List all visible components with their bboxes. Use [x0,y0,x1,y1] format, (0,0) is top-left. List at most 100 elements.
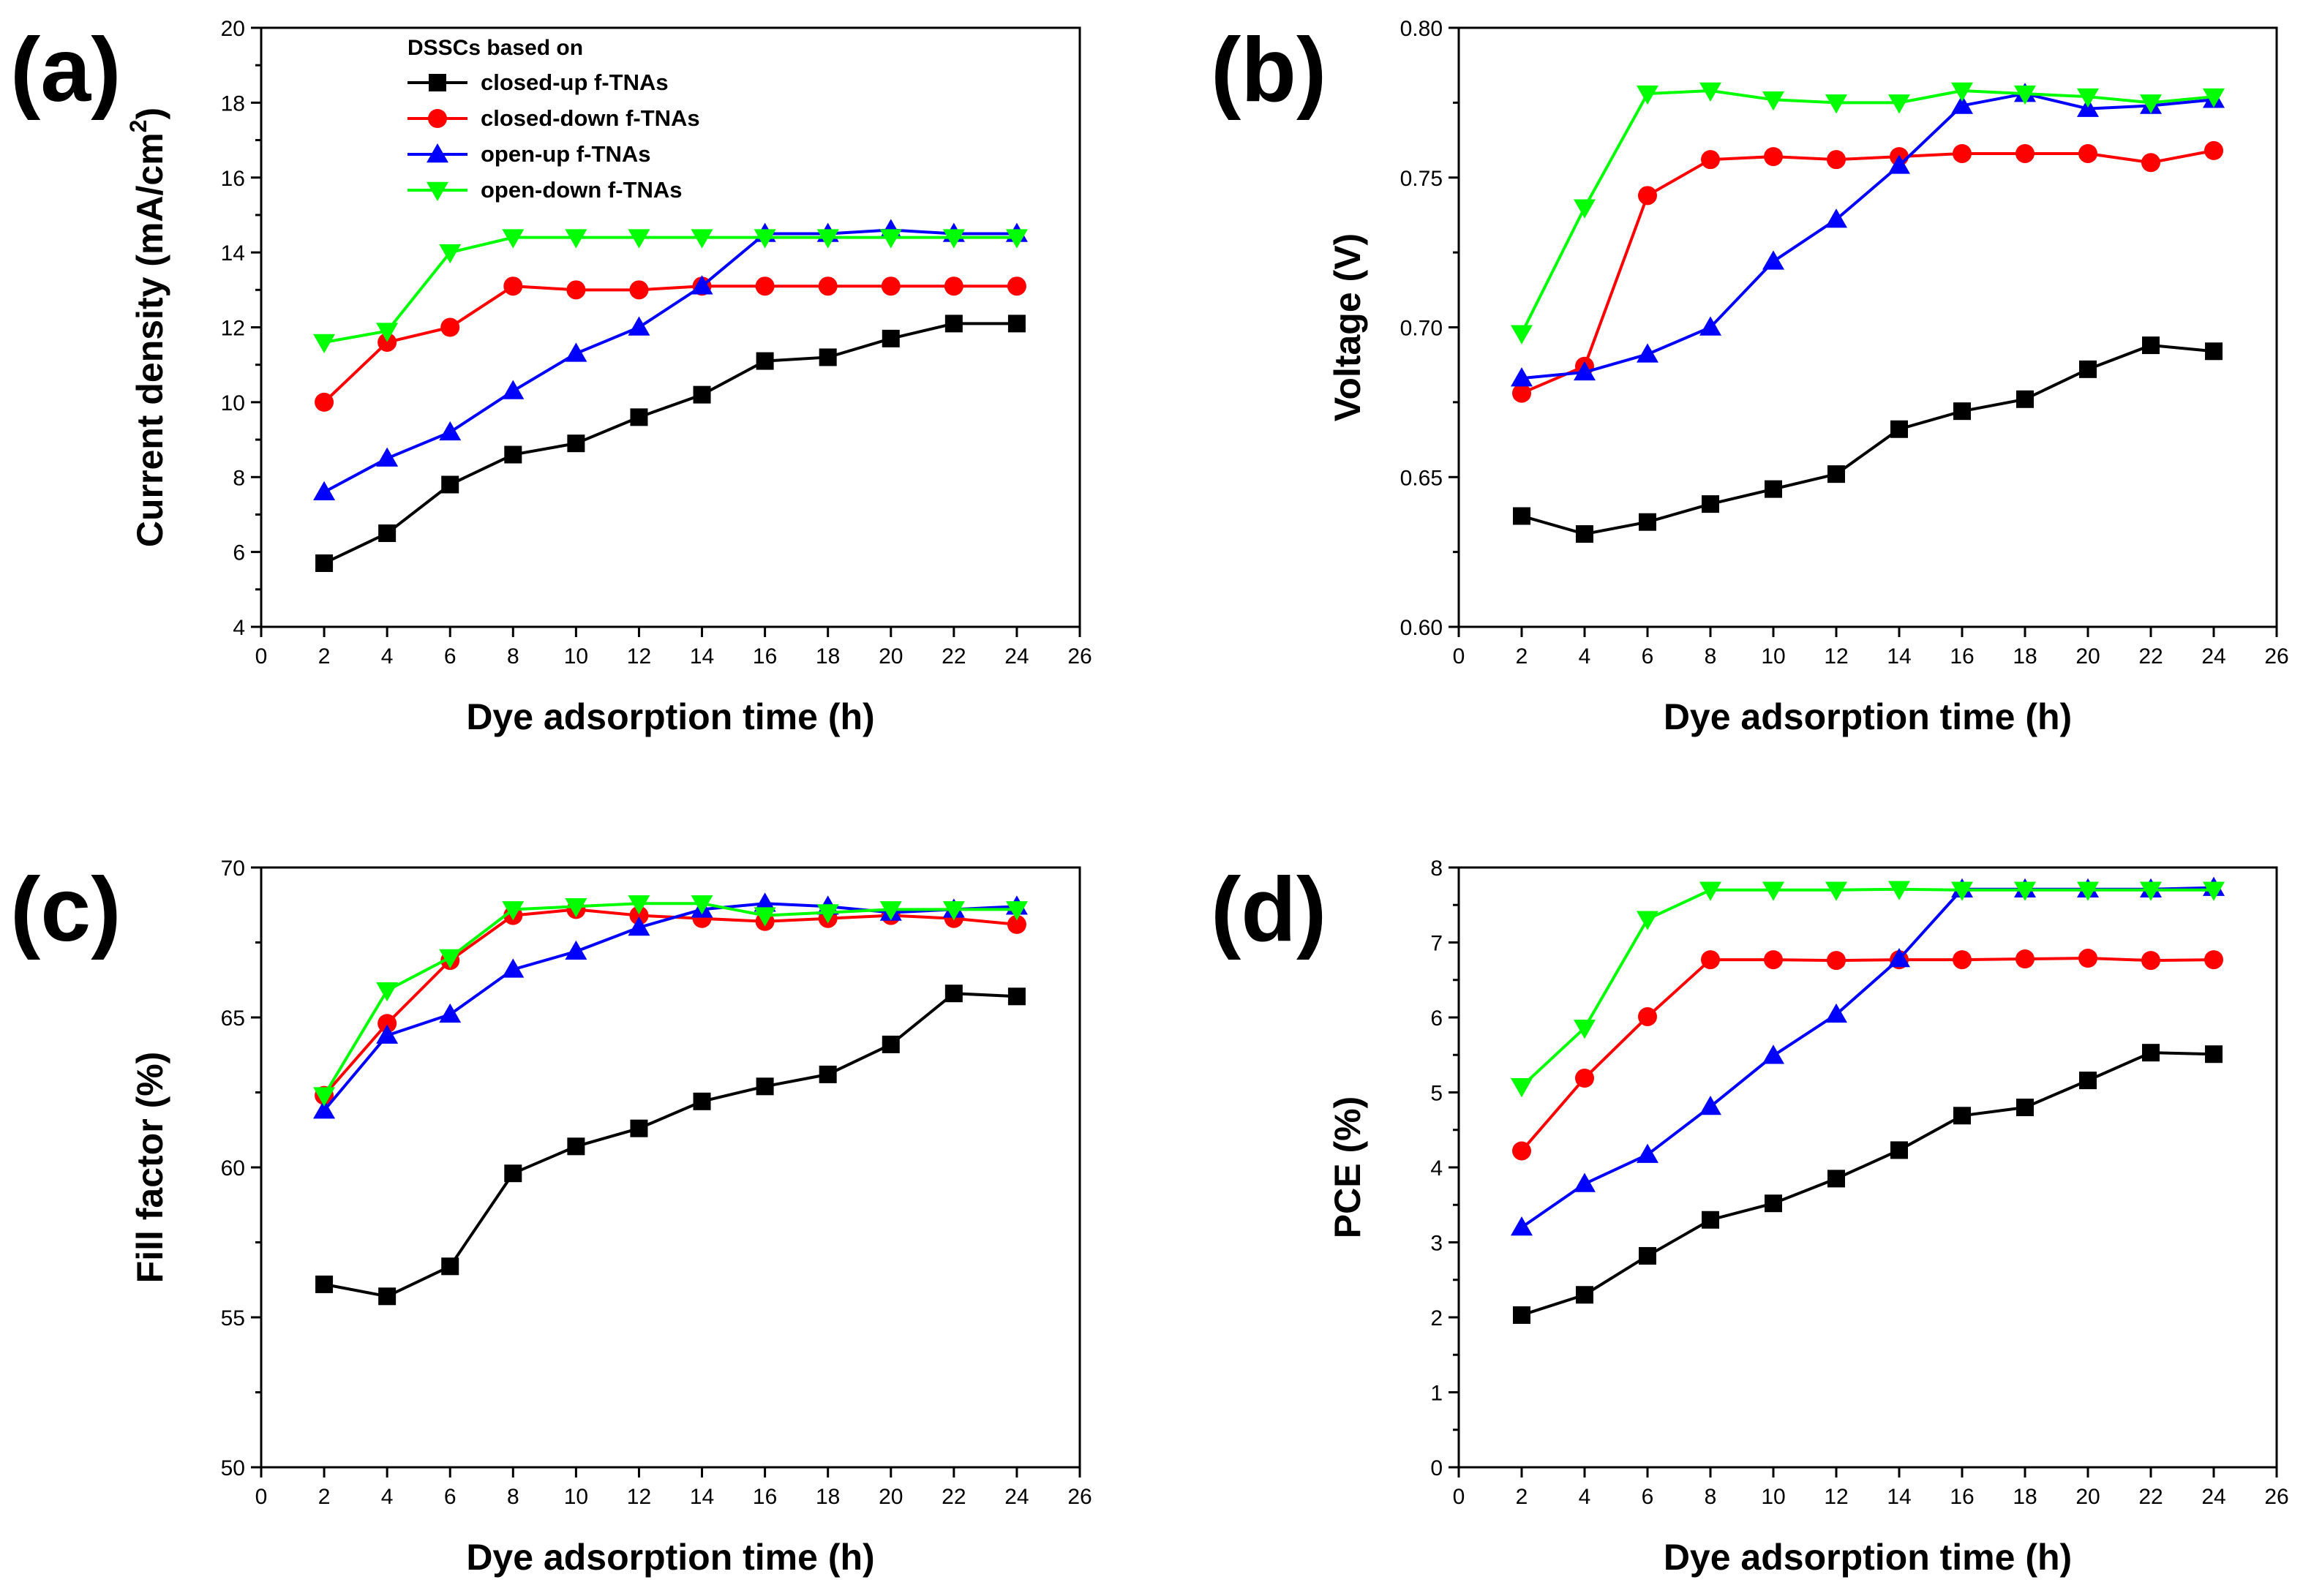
data-point [504,1164,522,1183]
data-point [693,385,711,404]
y-tick-label: 0.80 [1400,17,1443,41]
data-point [2016,1099,2034,1116]
y-tick-label: 6 [233,541,245,565]
data-point [1699,1095,1721,1115]
series-line [1521,344,2214,536]
data-point [1638,186,1657,206]
panel-b: (b)0 2 4 6 8 10 12 14 16 18 20 22 24 260.600.650.700.… [1211,17,2289,737]
x-tick-label: 18 [816,1485,840,1509]
data-point [1005,229,1028,249]
data-point [1637,85,1658,105]
x-tick-label: 6 [1642,1485,1654,1509]
data-point [628,895,650,915]
data-point [944,315,963,333]
data-point [628,229,650,249]
x-tick-label: 24 [2201,644,2225,669]
x-tick-label: 10 [564,1485,588,1509]
data-point [691,275,713,295]
data-point [567,434,585,453]
legend-marker [427,181,448,201]
y-tick-label: 0.65 [1400,466,1443,490]
data-point [2205,342,2223,361]
data-point [315,1275,334,1293]
x-axis-title: Dye adsorption time (h) [466,696,874,737]
data-point [2016,390,2034,408]
panel-label: (a) [10,20,121,121]
x-tick-label: 6 [444,644,457,669]
data-point [1888,154,1910,174]
data-point [2203,881,2225,901]
data-point [1825,1003,1847,1023]
data-point [1951,881,1973,901]
data-point [629,906,649,925]
data-point [567,1137,585,1156]
x-tick-label: 26 [1067,644,1092,669]
x-tick-label: 2 [318,644,331,669]
data-point [1699,881,1721,901]
x-tick-label: 20 [2075,644,2100,669]
x-tick-label: 22 [2138,1485,2163,1509]
data-point [819,348,837,366]
data-point [2078,143,2097,163]
data-point [882,329,900,347]
series-closed-down-f-tnas [315,900,1026,1105]
series-closed-down-f-tnas [315,276,1026,412]
x-tick-label: 20 [2075,1485,2100,1509]
data-point [1702,495,1719,513]
y-tick-label: 8 [233,466,245,490]
x-tick-label: 10 [1761,1485,1785,1509]
data-point [756,352,774,370]
series-line [1520,887,2214,1088]
data-point [816,229,839,249]
y-tick-label: 0.70 [1400,317,1443,341]
y-tick-label: 1 [1430,1382,1443,1406]
data-point [879,229,902,249]
data-point [1827,465,1845,483]
data-point [2204,950,2223,970]
data-point [630,408,648,426]
series-open-up-f-tnas [313,892,1028,1119]
data-point [2078,949,2097,968]
x-tick-label: 10 [1761,644,1785,669]
y-tick-label: 10 [221,391,245,415]
series-open-up-f-tnas [313,219,1028,500]
data-point [1511,1216,1533,1236]
data-point [376,323,399,342]
y-tick-label: 4 [233,616,245,640]
x-tick-label: 24 [1004,644,1029,669]
x-tick-label: 22 [942,1485,966,1509]
series-open-down-f-tnas [1511,82,2225,345]
y-tick-label: 55 [221,1306,245,1330]
x-tick-label: 26 [2264,1485,2288,1509]
data-point [2079,360,2097,378]
data-point [1511,325,1533,345]
data-point [1888,881,1910,900]
series-line [1521,148,2214,395]
data-point [313,1099,336,1119]
data-point [377,332,397,352]
data-point [1007,276,1026,296]
series-line [323,908,1018,1096]
data-point [1825,208,1847,228]
x-tick-label: 4 [1579,644,1591,669]
data-point [1512,1141,1531,1161]
y-tick-label: 3 [1430,1232,1443,1256]
data-point [818,276,838,296]
data-point [1890,1141,1908,1159]
data-point [754,229,776,249]
data-point [1953,1107,1971,1125]
data-point [1890,420,1908,438]
x-tick-label: 16 [753,644,777,669]
data-point [944,276,963,296]
legend-title: DSSCs based on [407,36,583,60]
data-point [628,916,650,936]
data-point [1888,94,1910,114]
y-tick-label: 65 [221,1006,245,1031]
data-point [2205,1045,2223,1064]
series-closed-up-f-tnas [1513,1044,2223,1324]
data-point [1764,147,1783,167]
data-point [565,940,587,960]
x-tick-label: 20 [879,644,903,669]
